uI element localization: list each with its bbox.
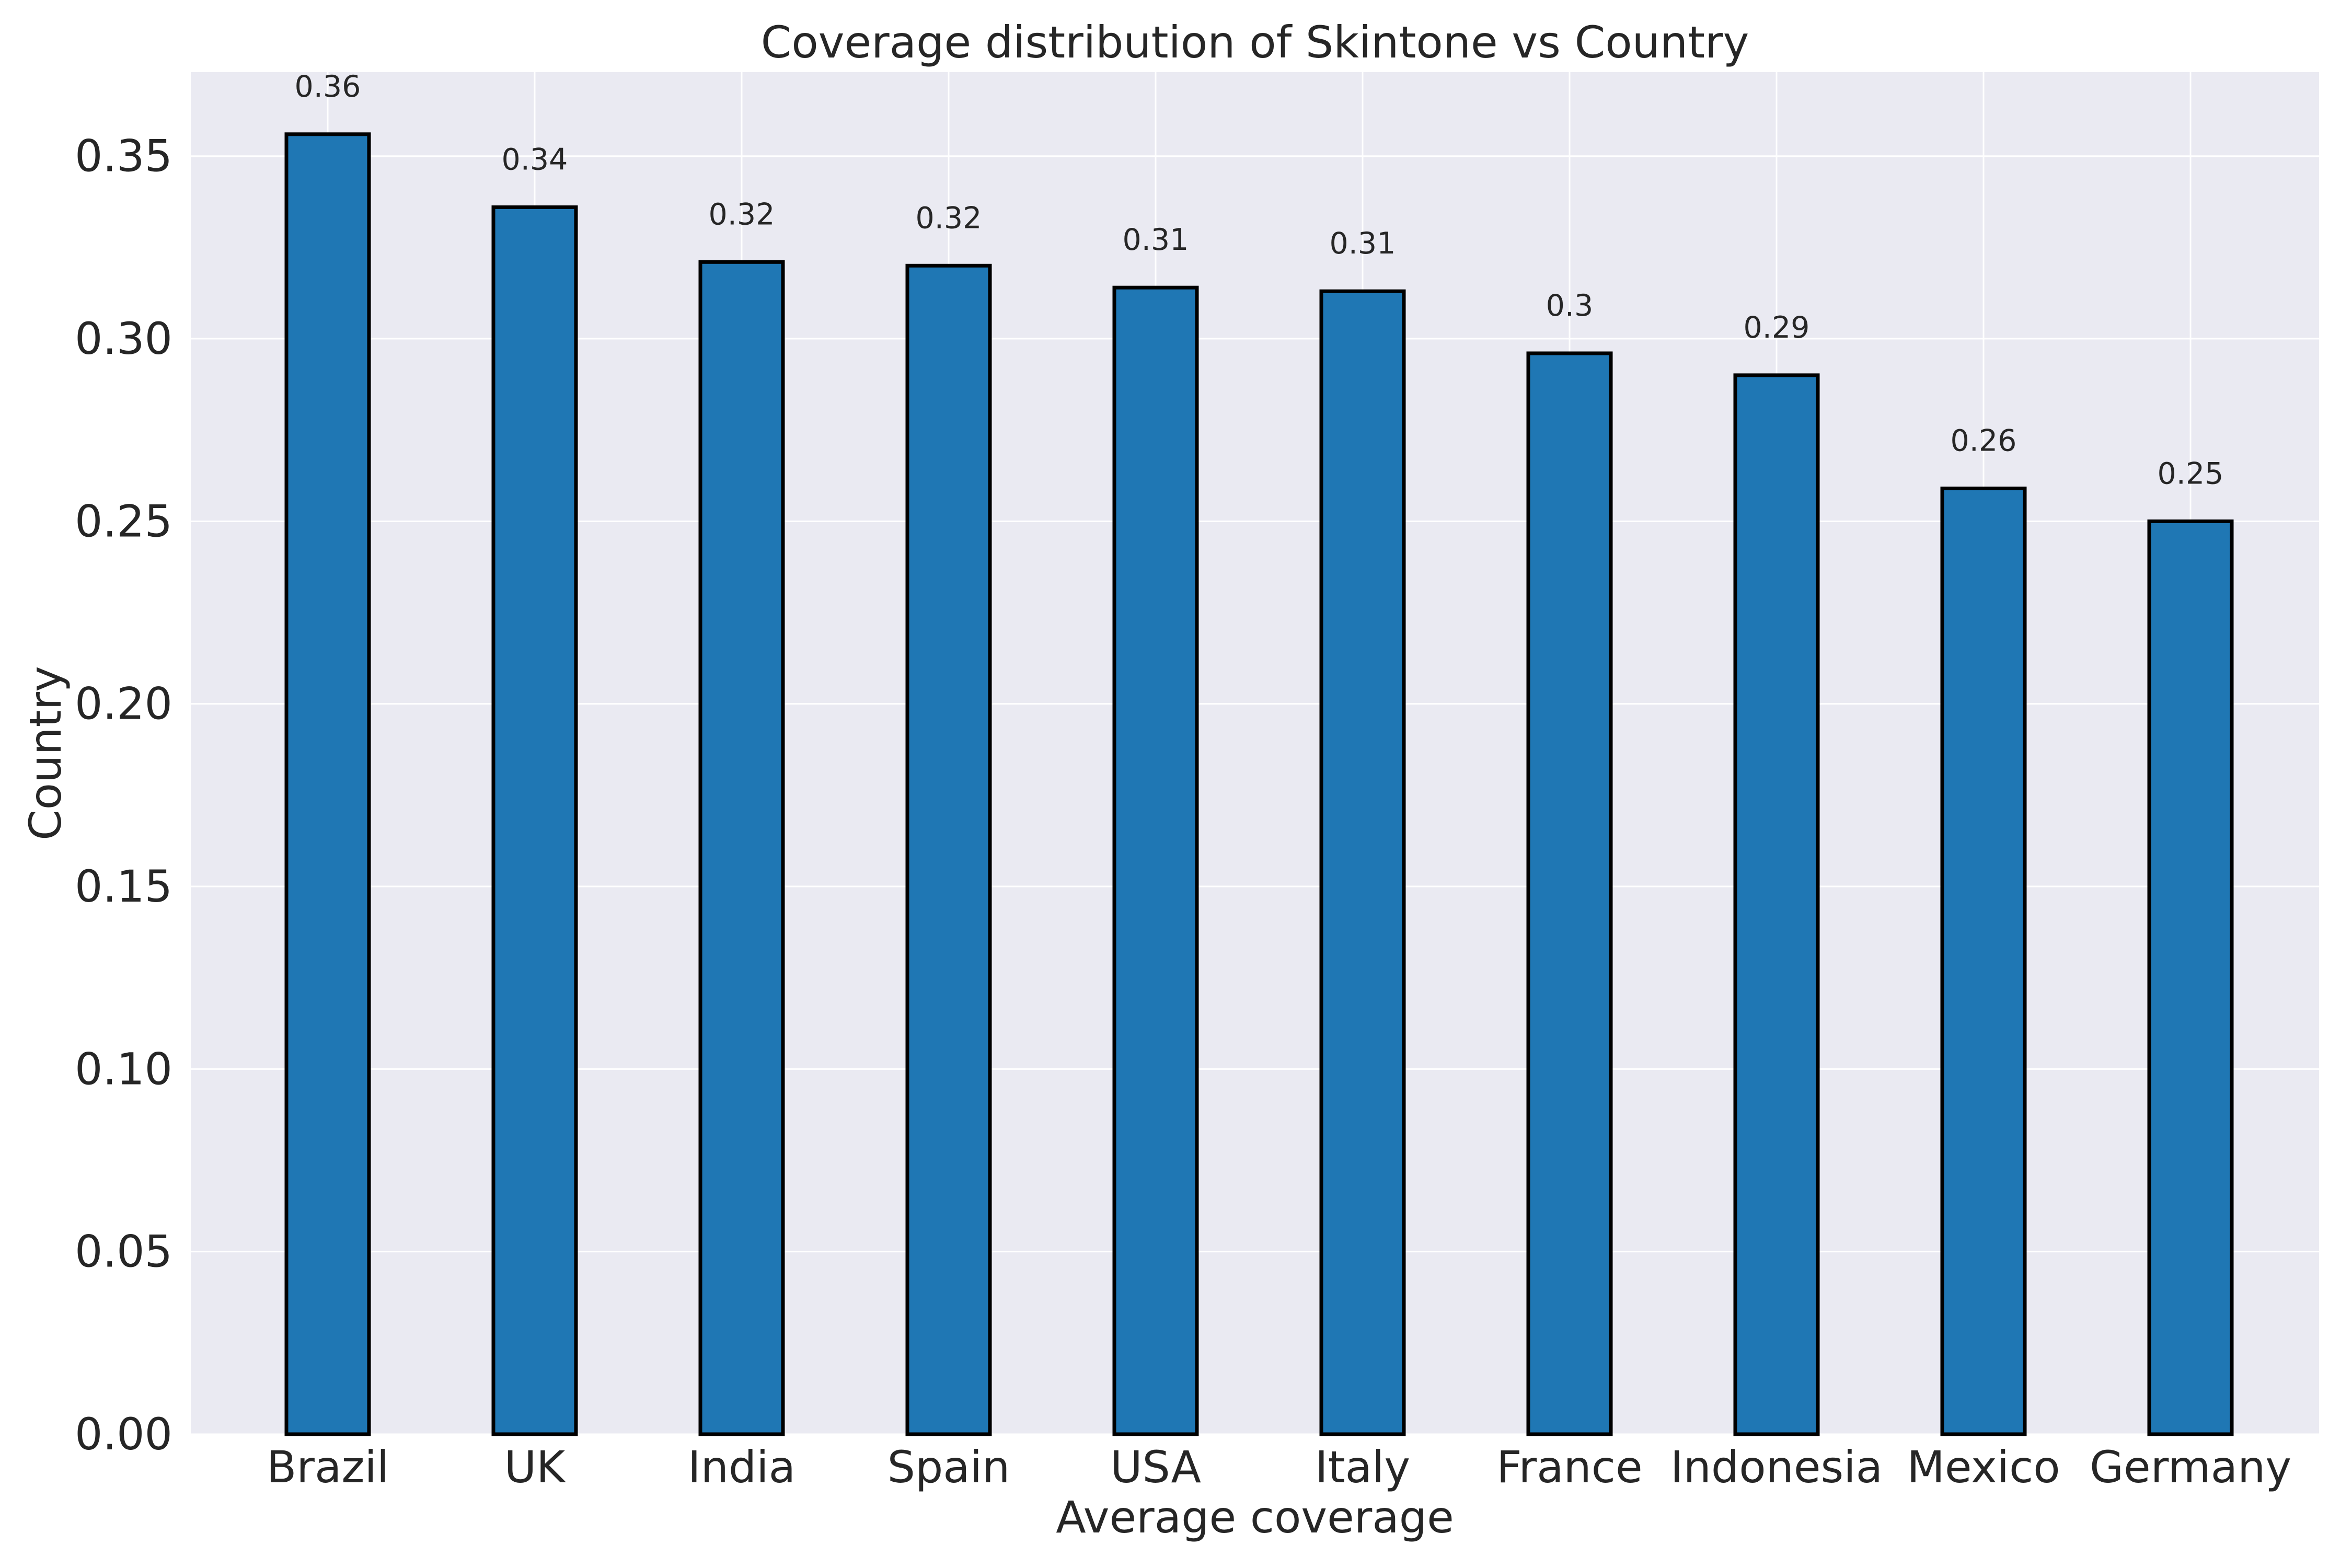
y-axis-label: Country [20, 666, 71, 840]
bar-brazil [284, 132, 371, 1436]
data-label: 0.31 [1123, 223, 1189, 257]
data-label: 0.25 [2158, 456, 2224, 491]
data-label: 0.32 [709, 197, 775, 232]
data-label: 0.26 [1951, 423, 2017, 458]
bar-usa [1112, 285, 1199, 1436]
bar-spain [905, 263, 992, 1436]
bars [284, 132, 2234, 1436]
bar-germany [2147, 519, 2234, 1436]
data-label: 0.3 [1546, 289, 1594, 323]
y-tick-label: 0.30 [75, 313, 172, 364]
data-label: 0.32 [916, 201, 982, 235]
x-tick-label: Italy [1315, 1442, 1410, 1493]
y-tick-label: 0.15 [75, 861, 172, 912]
y-tick-label: 0.20 [75, 678, 172, 730]
y-tick-label: 0.10 [75, 1043, 172, 1094]
x-tick-label: Indonesia [1670, 1442, 1883, 1493]
bar-mexico [1940, 486, 2027, 1436]
x-tick-label: Mexico [1907, 1442, 2060, 1493]
x-tick-label: UK [504, 1442, 566, 1493]
chart-title: Coverage distribution of Skintone vs Cou… [761, 17, 1749, 68]
y-tick-label: 0.00 [75, 1409, 172, 1460]
x-tick-label: Germany [2090, 1442, 2291, 1493]
x-tick-label: USA [1110, 1442, 1201, 1493]
data-label: 0.36 [295, 70, 361, 104]
bar-italy [1319, 289, 1406, 1436]
bar-uk [491, 205, 578, 1436]
y-axis-ticks: 0.00 0.05 0.10 0.15 0.20 0.25 0.30 0.35 [75, 131, 172, 1460]
x-axis-ticks: Brazil UK India Spain USA Italy France Indonesi… [267, 1442, 2291, 1493]
x-tick-label: India [688, 1442, 795, 1493]
data-label: 0.34 [502, 143, 568, 177]
y-tick-label: 0.25 [75, 495, 172, 547]
bar-france [1526, 351, 1613, 1436]
bar-india [698, 260, 785, 1436]
x-tick-label: France [1496, 1442, 1642, 1493]
bar-indonesia [1733, 373, 1820, 1436]
data-label: 0.31 [1330, 226, 1396, 261]
data-label: 0.29 [1744, 310, 1810, 345]
y-tick-label: 0.05 [75, 1226, 172, 1277]
x-axis-label: Average coverage [1056, 1492, 1454, 1543]
y-tick-label: 0.35 [75, 131, 172, 182]
x-tick-label: Spain [887, 1442, 1010, 1493]
x-tick-label: Brazil [267, 1442, 389, 1493]
data-labels: 0.36 0.34 0.32 0.32 0.31 0.31 0.3 0.29 0.26 0.25 [295, 70, 2224, 491]
